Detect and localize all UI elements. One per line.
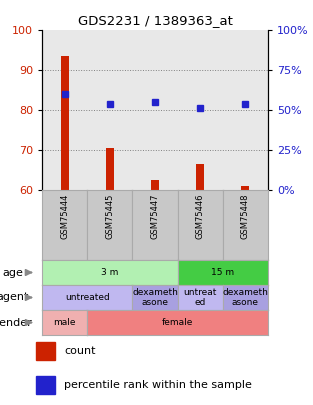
Bar: [151, 180, 159, 190]
Title: GDS2231 / 1389363_at: GDS2231 / 1389363_at: [78, 15, 233, 28]
Text: dexameth
asone: dexameth asone: [132, 288, 178, 307]
Text: GSM75448: GSM75448: [241, 194, 250, 239]
Text: male: male: [53, 318, 76, 327]
Text: untreated: untreated: [65, 293, 110, 302]
Text: female: female: [162, 318, 193, 327]
Text: 3 m: 3 m: [101, 268, 119, 277]
Text: percentile rank within the sample: percentile rank within the sample: [64, 380, 252, 390]
Bar: [196, 164, 204, 190]
Bar: [36, 376, 54, 394]
Bar: [106, 148, 114, 190]
Text: count: count: [64, 346, 95, 356]
Bar: [241, 186, 249, 190]
Text: untreat
ed: untreat ed: [183, 288, 217, 307]
Text: agent: agent: [0, 292, 29, 303]
Bar: [36, 341, 54, 360]
Text: age: age: [2, 267, 23, 277]
Text: dexameth
asone: dexameth asone: [223, 288, 268, 307]
Text: GSM75447: GSM75447: [151, 194, 160, 239]
Text: GSM75444: GSM75444: [60, 194, 69, 239]
Text: GSM75446: GSM75446: [196, 194, 205, 239]
Text: GSM75445: GSM75445: [105, 194, 114, 239]
Text: 15 m: 15 m: [211, 268, 234, 277]
Text: gender: gender: [0, 318, 33, 328]
Bar: [60, 56, 69, 190]
